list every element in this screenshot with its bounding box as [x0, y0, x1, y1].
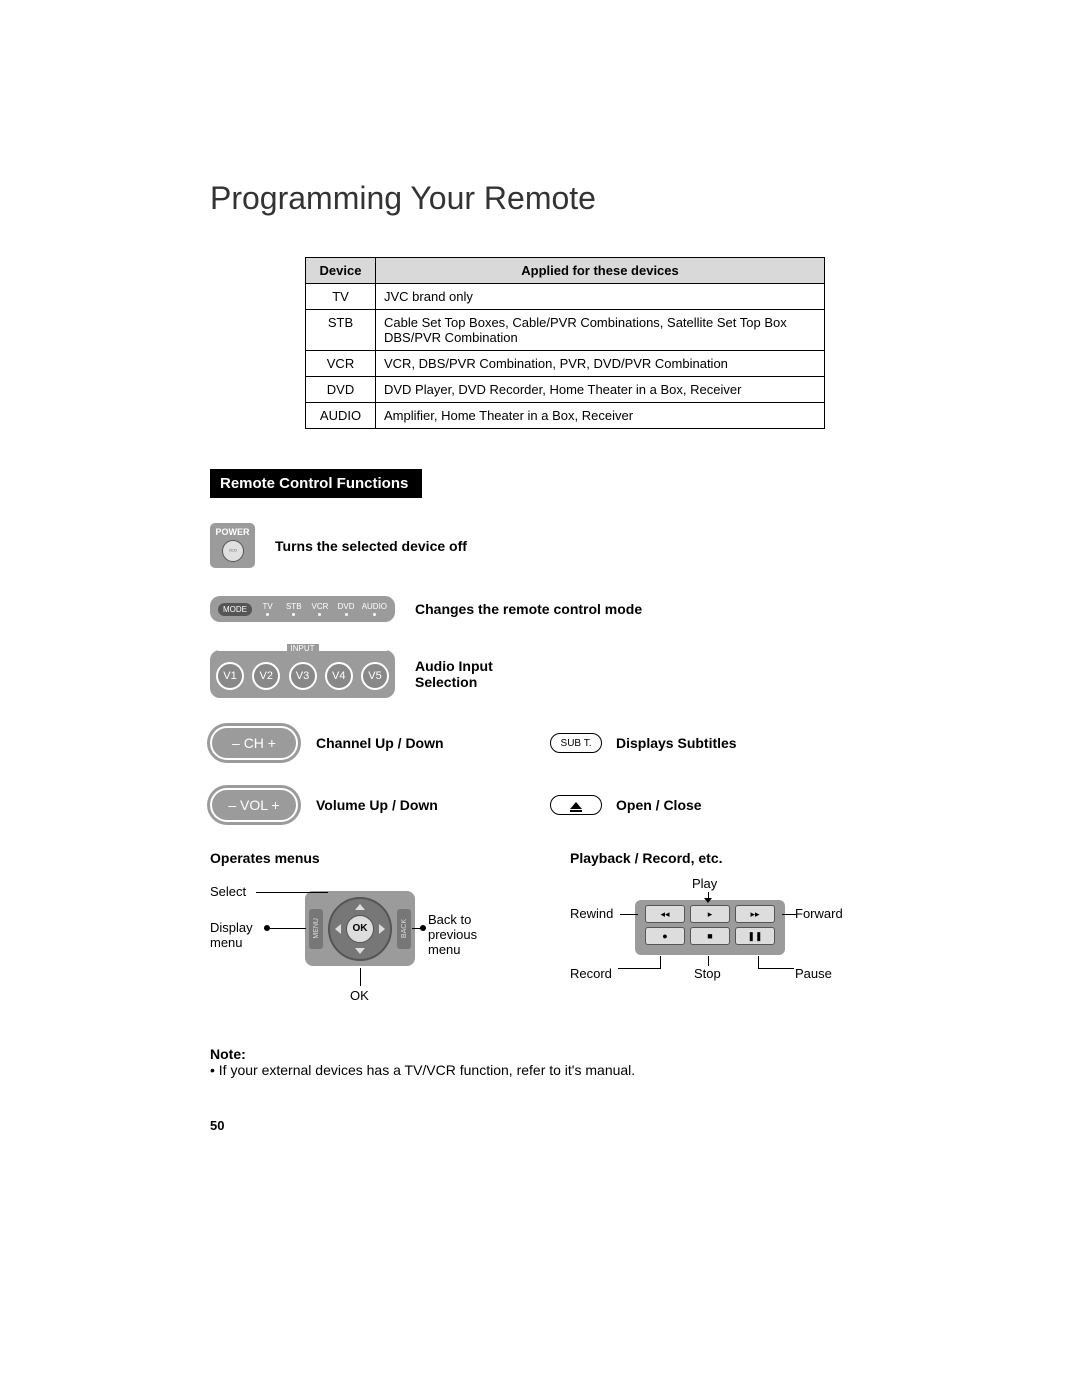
menus-col: Operates menus MENU BACK OK Select [210, 850, 520, 1016]
note-section: Note: • If your external devices has a T… [210, 1046, 880, 1078]
back-tab: BACK [397, 909, 411, 949]
table-row: VCRVCR, DBS/PVR Combination, PVR, DVD/PV… [306, 351, 825, 377]
arrow-up-icon [355, 904, 365, 910]
playback-title: Playback / Record, etc. [570, 850, 880, 866]
mode-row: MODE TV STB VCR DVD AUDIO Changes the re… [210, 596, 880, 622]
pause-label: Pause [795, 966, 832, 981]
subt-button: SUB T. [550, 733, 602, 753]
input-v2: V2 [252, 662, 280, 690]
table-row: DVDDVD Player, DVD Recorder, Home Theate… [306, 377, 825, 403]
playback-diagram: ◂◂ ▸ ▸▸ ● ■ ❚❚ Play Rewind Forward [570, 876, 880, 1016]
subt-desc: Displays Subtitles [616, 735, 737, 751]
volume-pill: – VOL + [210, 788, 298, 822]
ch-subt-row: – CH + Channel Up / Down SUB T. Displays… [210, 726, 880, 760]
section-header: Remote Control Functions [210, 469, 422, 498]
stop-label: Stop [694, 966, 721, 981]
back-menu-label: Back topreviousmenu [428, 912, 477, 957]
stop-button: ■ [690, 927, 730, 945]
input-v3: V3 [289, 662, 317, 690]
power-button: POWER ○○○ [210, 523, 255, 568]
mode-item-stb: STB [283, 602, 304, 616]
ok-button: OK [346, 915, 374, 943]
menus-title: Operates menus [210, 850, 520, 866]
pause-button: ❚❚ [735, 927, 775, 945]
record-label: Record [570, 966, 612, 981]
forward-label: Forward [795, 906, 843, 921]
rewind-button: ◂◂ [645, 905, 685, 923]
input-v1: V1 [216, 662, 244, 690]
power-row: POWER ○○○ Turns the selected device off [210, 523, 880, 568]
volume-desc: Volume Up / Down [316, 797, 438, 813]
mode-item-dvd: DVD [336, 602, 357, 616]
table-row: AUDIOAmplifier, Home Theater in a Box, R… [306, 403, 825, 429]
input-bar: INPUT V1 V2 V3 V4 V5 [210, 650, 395, 698]
forward-button: ▸▸ [735, 905, 775, 923]
power-desc: Turns the selected device off [275, 538, 467, 554]
play-button: ▸ [690, 905, 730, 923]
eject-icon [570, 802, 582, 809]
dpad-box: MENU BACK OK [305, 891, 415, 966]
table-row: TVJVC brand only [306, 284, 825, 310]
rewind-label: Rewind [570, 906, 613, 921]
device-table: Device Applied for these devices TVJVC b… [305, 257, 825, 429]
channel-desc: Channel Up / Down [316, 735, 444, 751]
page-title: Programming Your Remote [210, 180, 880, 217]
dpad-diagram: MENU BACK OK Select Displaymenu [210, 876, 520, 1016]
display-menu-label: Displaymenu [210, 920, 253, 950]
eject-button [550, 795, 602, 815]
input-title: INPUT [287, 644, 319, 653]
page-container: Programming Your Remote Device Applied f… [0, 0, 1080, 1193]
power-icon: ○○○ [222, 540, 244, 562]
power-label: POWER [215, 527, 249, 537]
input-row: INPUT V1 V2 V3 V4 V5 Audio InputSelectio… [210, 650, 880, 698]
device-table-header-2: Applied for these devices [376, 258, 825, 284]
device-table-header-1: Device [306, 258, 376, 284]
mode-bar: MODE TV STB VCR DVD AUDIO [210, 596, 395, 622]
playback-box: ◂◂ ▸ ▸▸ ● ■ ❚❚ [635, 900, 785, 955]
table-row: STBCable Set Top Boxes, Cable/PVR Combin… [306, 310, 825, 351]
menu-tab: MENU [309, 909, 323, 949]
input-v5: V5 [361, 662, 389, 690]
ok-label: OK [350, 988, 369, 1003]
playback-col: Playback / Record, etc. ◂◂ ▸ ▸▸ ● ■ ❚❚ P… [570, 850, 880, 1016]
mode-item-tv: TV [257, 602, 278, 616]
mode-item-vcr: VCR [309, 602, 330, 616]
mode-desc: Changes the remote control mode [415, 601, 642, 617]
select-label: Select [210, 884, 246, 899]
arrow-down-icon [355, 948, 365, 954]
channel-pill: – CH + [210, 726, 298, 760]
dpad-ring: OK [328, 897, 392, 961]
eject-desc: Open / Close [616, 797, 702, 813]
note-body: • If your external devices has a TV/VCR … [210, 1062, 880, 1078]
input-desc: Audio InputSelection [415, 658, 493, 690]
mode-item-audio: AUDIO [362, 602, 387, 616]
vol-eject-row: – VOL + Volume Up / Down Open / Close [210, 788, 880, 822]
menu-playback-section: Operates menus MENU BACK OK Select [210, 850, 880, 1016]
arrow-right-icon [379, 924, 385, 934]
note-title: Note: [210, 1046, 880, 1062]
input-v4: V4 [325, 662, 353, 690]
mode-pill: MODE [218, 603, 252, 616]
page-number: 50 [210, 1118, 880, 1133]
arrow-left-icon [335, 924, 341, 934]
play-label: Play [692, 876, 717, 891]
record-button: ● [645, 927, 685, 945]
